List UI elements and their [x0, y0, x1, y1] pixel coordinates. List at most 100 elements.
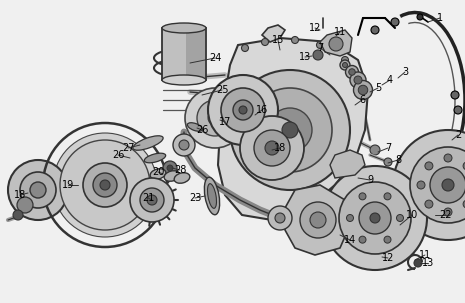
Circle shape	[370, 213, 380, 223]
Circle shape	[341, 56, 348, 64]
Polygon shape	[162, 28, 206, 80]
Circle shape	[275, 213, 285, 223]
Text: 2: 2	[455, 130, 461, 140]
Text: 16: 16	[256, 105, 268, 115]
Circle shape	[353, 81, 372, 99]
Circle shape	[359, 236, 366, 243]
Circle shape	[248, 88, 332, 172]
Circle shape	[359, 193, 366, 200]
Circle shape	[241, 45, 248, 52]
Circle shape	[130, 178, 174, 222]
Circle shape	[313, 50, 323, 60]
Circle shape	[358, 85, 368, 95]
Polygon shape	[330, 150, 365, 178]
Circle shape	[261, 38, 268, 45]
Circle shape	[83, 163, 127, 207]
Ellipse shape	[150, 169, 166, 179]
Circle shape	[345, 65, 359, 78]
Text: 15: 15	[272, 35, 284, 45]
Circle shape	[340, 60, 350, 70]
Text: 18: 18	[274, 143, 286, 153]
Circle shape	[140, 188, 164, 212]
Circle shape	[292, 36, 299, 44]
Text: 11: 11	[419, 250, 431, 260]
Text: 23: 23	[189, 193, 201, 203]
Circle shape	[384, 193, 391, 200]
Circle shape	[414, 259, 422, 267]
Circle shape	[208, 111, 222, 125]
Text: 9: 9	[367, 175, 373, 185]
Text: 3: 3	[402, 67, 408, 77]
Circle shape	[265, 141, 279, 155]
Circle shape	[254, 130, 290, 166]
Text: 20: 20	[152, 167, 164, 177]
Circle shape	[239, 106, 247, 114]
Circle shape	[93, 173, 117, 197]
Circle shape	[410, 147, 465, 223]
Text: 7: 7	[317, 43, 323, 53]
Ellipse shape	[133, 136, 163, 150]
Text: 25: 25	[216, 85, 228, 95]
Polygon shape	[218, 38, 368, 220]
Circle shape	[230, 70, 350, 190]
Circle shape	[444, 208, 452, 216]
Polygon shape	[320, 30, 352, 56]
Text: 19: 19	[62, 180, 74, 190]
Polygon shape	[285, 185, 350, 255]
Ellipse shape	[174, 173, 190, 183]
Circle shape	[370, 145, 380, 155]
Text: 1: 1	[437, 13, 443, 23]
Circle shape	[444, 154, 452, 162]
Circle shape	[425, 162, 433, 170]
Text: 18: 18	[14, 190, 26, 200]
Text: 14: 14	[344, 235, 356, 245]
Circle shape	[300, 202, 336, 238]
Circle shape	[20, 172, 56, 208]
Ellipse shape	[187, 123, 203, 131]
Text: 17: 17	[219, 117, 231, 127]
Circle shape	[346, 215, 353, 221]
Circle shape	[208, 75, 278, 145]
Circle shape	[384, 236, 391, 243]
Circle shape	[197, 100, 233, 136]
Circle shape	[268, 108, 312, 152]
Circle shape	[167, 165, 173, 171]
Circle shape	[268, 206, 292, 230]
Circle shape	[442, 179, 454, 191]
Text: 12: 12	[382, 253, 394, 263]
Text: 8: 8	[395, 155, 401, 165]
Circle shape	[8, 160, 68, 220]
Text: 13: 13	[299, 52, 311, 62]
Circle shape	[393, 130, 465, 240]
Circle shape	[417, 14, 423, 20]
Circle shape	[339, 182, 411, 254]
Circle shape	[350, 72, 366, 88]
Circle shape	[185, 88, 245, 148]
Circle shape	[60, 140, 150, 230]
Ellipse shape	[164, 171, 180, 181]
Circle shape	[463, 200, 465, 208]
Text: 24: 24	[209, 53, 221, 63]
Circle shape	[384, 158, 392, 166]
Circle shape	[317, 42, 324, 48]
Circle shape	[379, 249, 391, 261]
Circle shape	[454, 106, 462, 114]
Ellipse shape	[162, 75, 206, 85]
Circle shape	[417, 181, 425, 189]
Circle shape	[397, 215, 404, 221]
Text: 22: 22	[439, 210, 451, 220]
Circle shape	[349, 69, 355, 75]
Circle shape	[13, 210, 23, 220]
Text: 10: 10	[406, 210, 418, 220]
Circle shape	[163, 161, 177, 175]
Circle shape	[430, 167, 465, 203]
Ellipse shape	[204, 177, 219, 215]
Text: 7: 7	[385, 143, 391, 153]
Circle shape	[240, 116, 304, 180]
Text: 21: 21	[142, 193, 154, 203]
Circle shape	[147, 195, 157, 205]
Circle shape	[343, 62, 347, 68]
Ellipse shape	[207, 184, 217, 208]
Circle shape	[233, 100, 253, 120]
Text: 26: 26	[196, 125, 208, 135]
